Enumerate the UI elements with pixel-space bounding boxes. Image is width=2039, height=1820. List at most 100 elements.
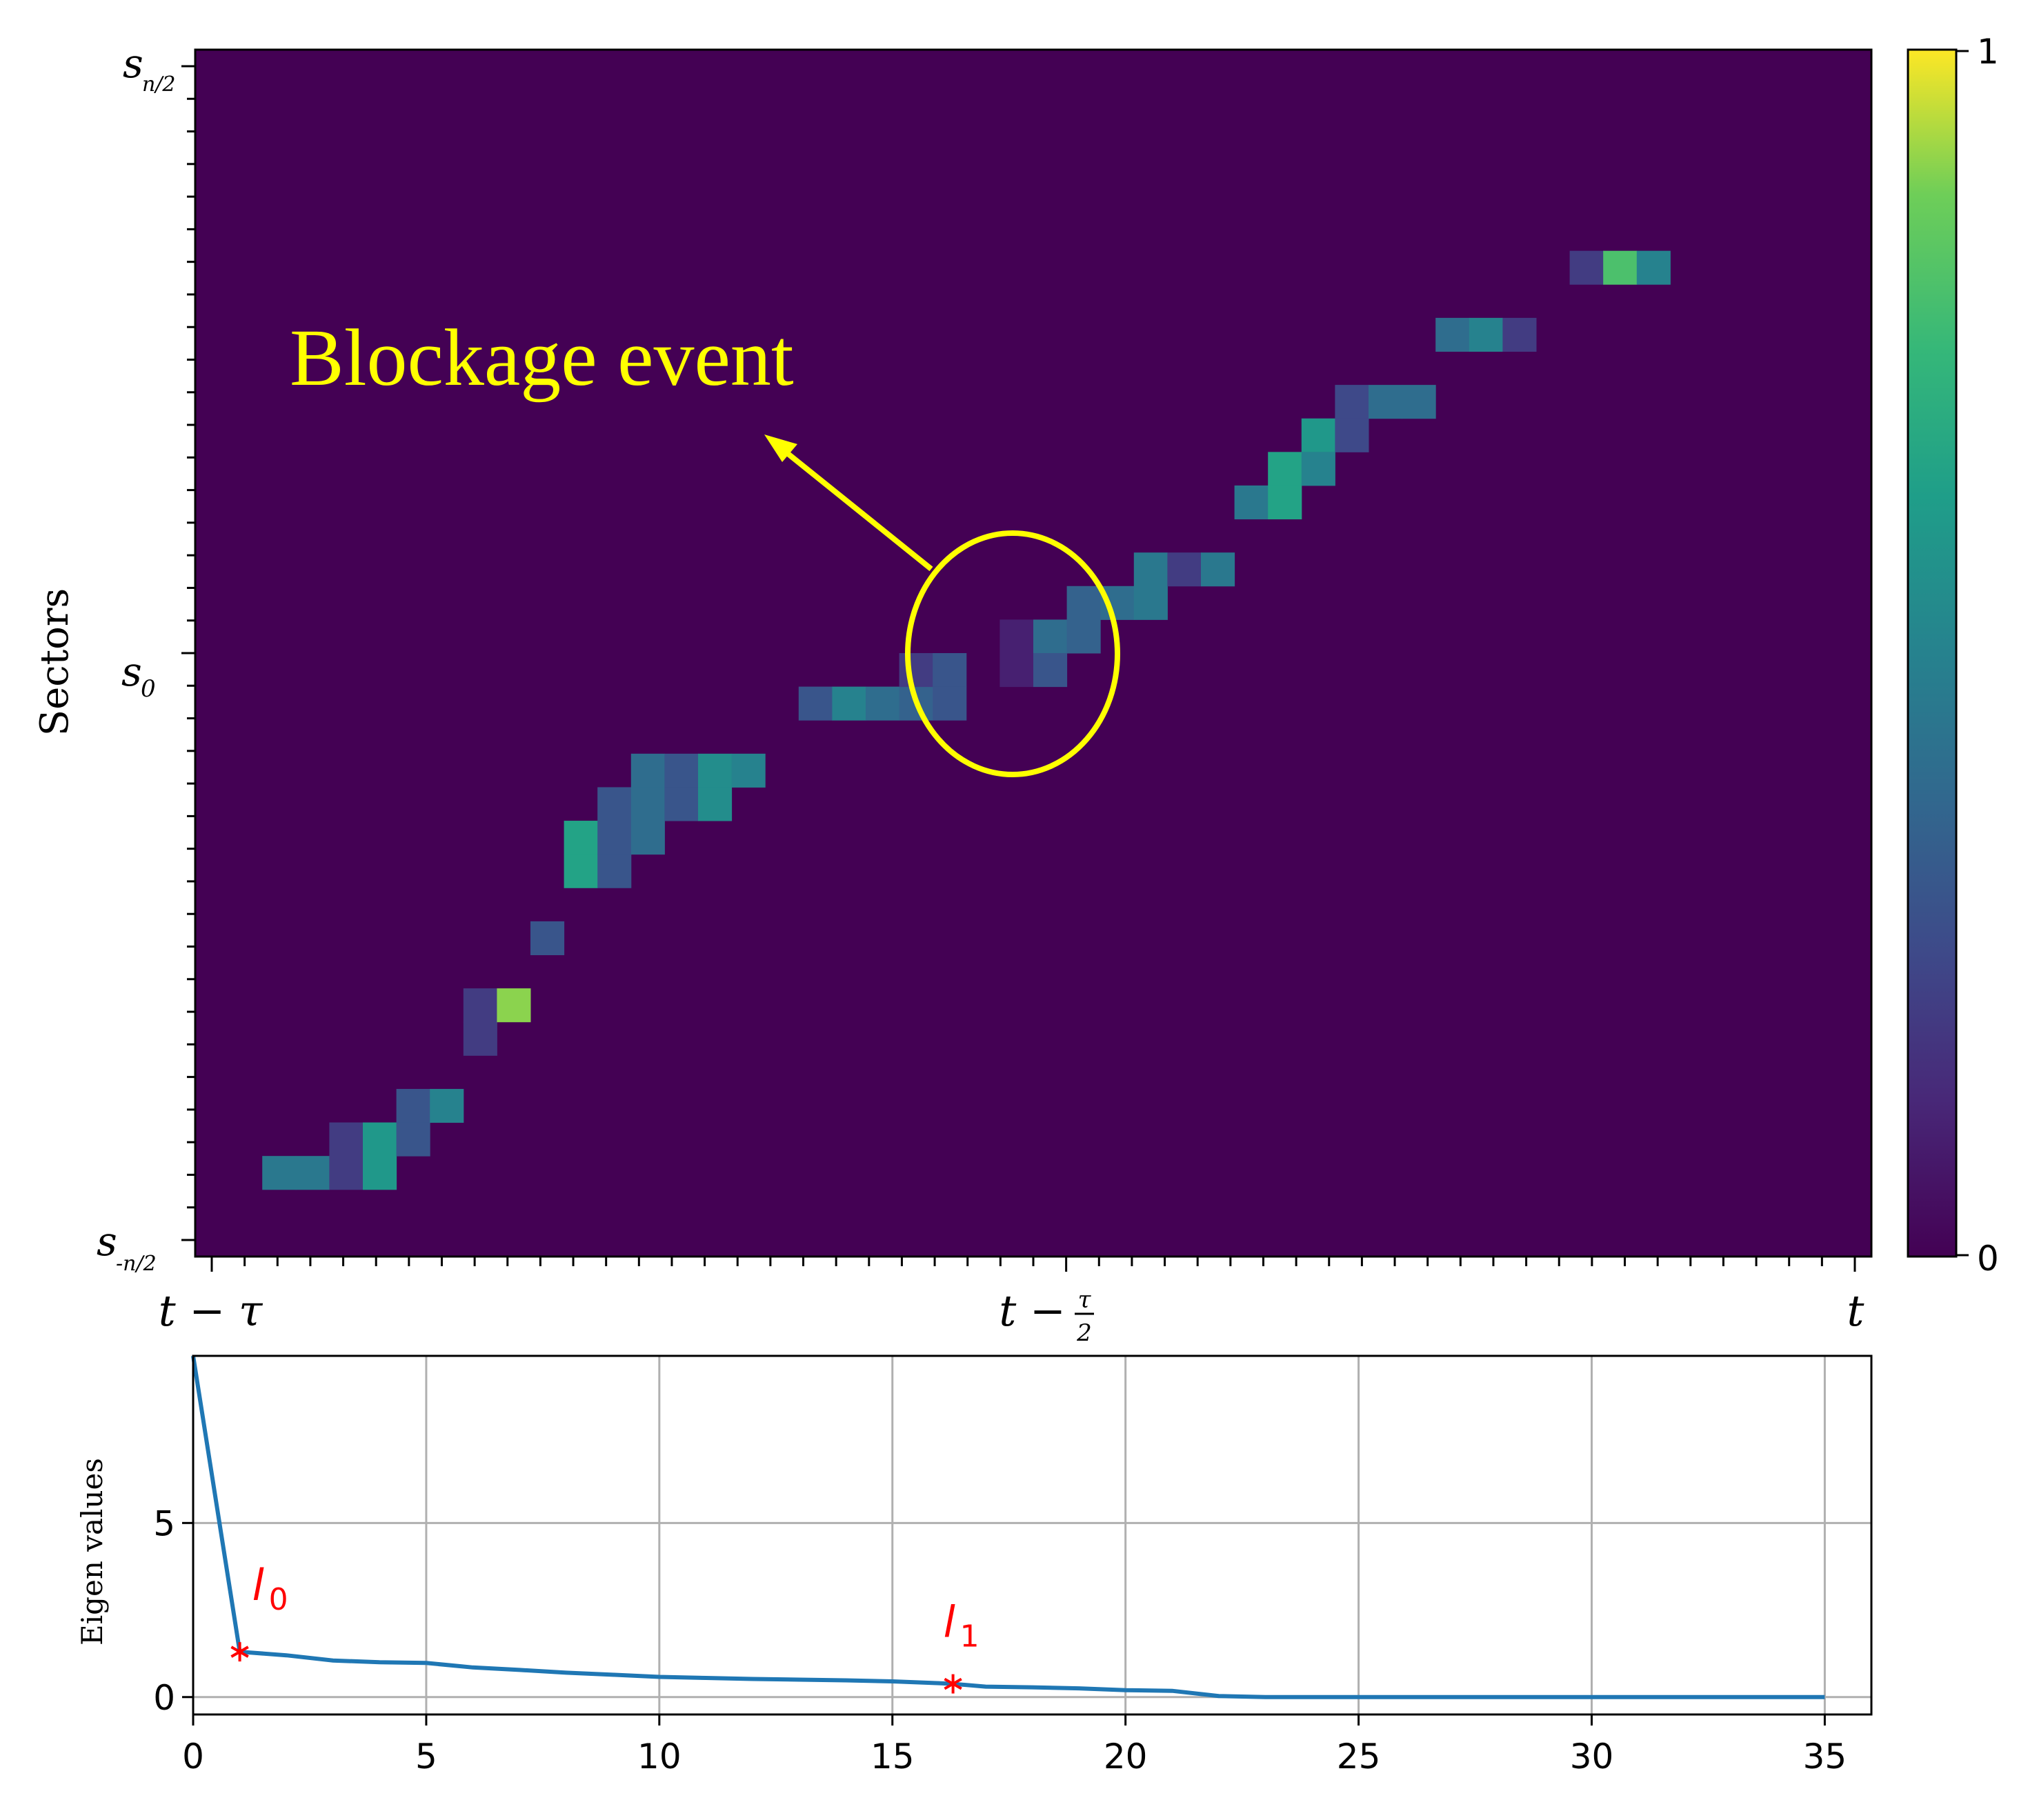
- y-tick-label-bottom-sub: -n/2: [116, 1252, 157, 1276]
- heatmap-cell: [630, 787, 665, 821]
- heatmap-cell: [1335, 385, 1369, 419]
- blockage-circle: [905, 530, 1120, 777]
- heatmap-cell: [363, 1156, 397, 1190]
- eigen-y-axis-label: Eigen values: [75, 1458, 109, 1646]
- heatmap-cell: [497, 988, 531, 1023]
- colorbar-max-label: 1: [1977, 32, 1999, 72]
- x-tick-label: 0: [182, 1737, 204, 1777]
- heatmap-cell: [1133, 552, 1168, 587]
- eigen-marker-label-sub: 1: [960, 1619, 979, 1654]
- x-tick-label: 15: [871, 1737, 915, 1777]
- x-tick-label-mid: t − τ 2: [999, 1286, 1094, 1347]
- x-tick-label-left: t − τ: [159, 1286, 263, 1336]
- y-tick-label: 0: [153, 1678, 175, 1718]
- heatmap-cell: [1603, 250, 1638, 285]
- heatmap-cell: [597, 854, 632, 888]
- heatmap-cell: [832, 686, 866, 721]
- heatmap-cell: [1402, 385, 1436, 419]
- x-tick-label: 5: [415, 1737, 437, 1777]
- y-tick-label: 5: [153, 1503, 175, 1543]
- eigen-marker-label: l: [252, 1560, 264, 1610]
- heatmap-cell: [1033, 653, 1068, 688]
- y-tick-label-bottom: s: [97, 1218, 117, 1265]
- heatmap-cell: [329, 1122, 364, 1157]
- heatmap-cell: [463, 988, 497, 1023]
- svg-text:t −: t −: [999, 1286, 1066, 1336]
- annotation-arrowhead: [764, 434, 797, 462]
- x-tick-label: 25: [1337, 1737, 1381, 1777]
- heatmap-cell: [597, 821, 632, 855]
- heatmap-cell: [1066, 619, 1101, 654]
- heatmap-cell: [664, 787, 699, 821]
- heatmap-cell: [698, 753, 733, 788]
- heatmap-cell: [564, 854, 598, 888]
- heatmap-cell: [396, 1122, 430, 1157]
- heatmap-cell: [866, 686, 900, 721]
- heatmap-cell: [597, 787, 632, 821]
- heatmap-cell: [630, 753, 665, 788]
- heatmap-cell: [1167, 552, 1202, 587]
- heatmap-cell: [1268, 485, 1302, 520]
- heatmap-cell: [1301, 452, 1335, 486]
- heatmap-cell: [999, 619, 1034, 654]
- y-tick-label-mid: s: [121, 648, 142, 695]
- heatmap-cell: [295, 1156, 330, 1190]
- heatmap-cell: [664, 753, 699, 788]
- heatmap-cell: [1201, 552, 1235, 587]
- heatmap-cell: [1033, 619, 1068, 654]
- heatmap-cell: [731, 753, 766, 788]
- heatmap-cell: [262, 1156, 297, 1190]
- heatmap-cell: [1469, 317, 1503, 352]
- heatmap-cell: [1636, 250, 1671, 285]
- heatmap-cell: [1268, 452, 1302, 486]
- heatmap-cell: [430, 1088, 464, 1123]
- colorbar: 1 0: [1907, 32, 1999, 1279]
- heatmap-cell: [1502, 317, 1537, 352]
- heatmap-cell: [530, 921, 565, 955]
- x-tick-label: 20: [1104, 1737, 1148, 1777]
- x-tick-label: 10: [637, 1737, 682, 1777]
- heatmap-cell: [1435, 317, 1470, 352]
- y-tick-label-top-sub: n/2: [142, 72, 176, 97]
- heatmap-cell: [329, 1156, 364, 1190]
- heatmap-cell: [564, 821, 598, 855]
- x-tick-label: 30: [1570, 1737, 1614, 1777]
- eigen-marker-label-sub: 0: [269, 1582, 288, 1617]
- x-tick-label-right: t: [1847, 1286, 1864, 1336]
- heatmap-cell: [933, 653, 967, 688]
- colorbar-gradient: [1907, 48, 1958, 1258]
- heatmap-cell: [899, 653, 933, 688]
- heatmap-cell: [1234, 485, 1269, 520]
- eigen-series-line: [191, 1355, 1825, 1699]
- heatmap-cell: [630, 821, 665, 855]
- heatmap-cell: [798, 686, 833, 721]
- blockage-annotation: Blockage event: [290, 312, 1120, 777]
- heatmap-cells: [262, 250, 1671, 1190]
- heatmap-cell: [1133, 586, 1168, 620]
- heatmap-cell: [396, 1088, 430, 1123]
- y-tick-label-top: s: [123, 40, 143, 87]
- heatmap-cell: [363, 1122, 397, 1157]
- heatmap-cell: [1066, 586, 1101, 620]
- annotation-arrow-line: [777, 444, 933, 572]
- x-tick-label-mid-num: τ: [1078, 1286, 1092, 1314]
- heatmap-x-ticks: [210, 1257, 1856, 1272]
- annotation-text: Blockage event: [290, 312, 794, 403]
- eigen-marker-label: l: [944, 1597, 955, 1648]
- eigen-plot-area: [193, 1356, 1871, 1714]
- heatmap-cell: [1301, 418, 1335, 452]
- heatmap-cell: [933, 686, 967, 721]
- heatmap-y-axis-label: Sectors: [32, 588, 77, 737]
- x-tick-label-mid-den: 2: [1076, 1319, 1092, 1347]
- eigen-frame: [192, 1354, 1873, 1716]
- heatmap-panel: s n/2 s 0 s -n/2 Sectors t − τ t − τ 2 t…: [32, 40, 1873, 1347]
- heatmap-cell: [1335, 418, 1369, 452]
- y-tick-label-mid-sub: 0: [141, 675, 156, 703]
- colorbar-min-label: 0: [1977, 1239, 1999, 1279]
- heatmap-cell: [698, 787, 733, 821]
